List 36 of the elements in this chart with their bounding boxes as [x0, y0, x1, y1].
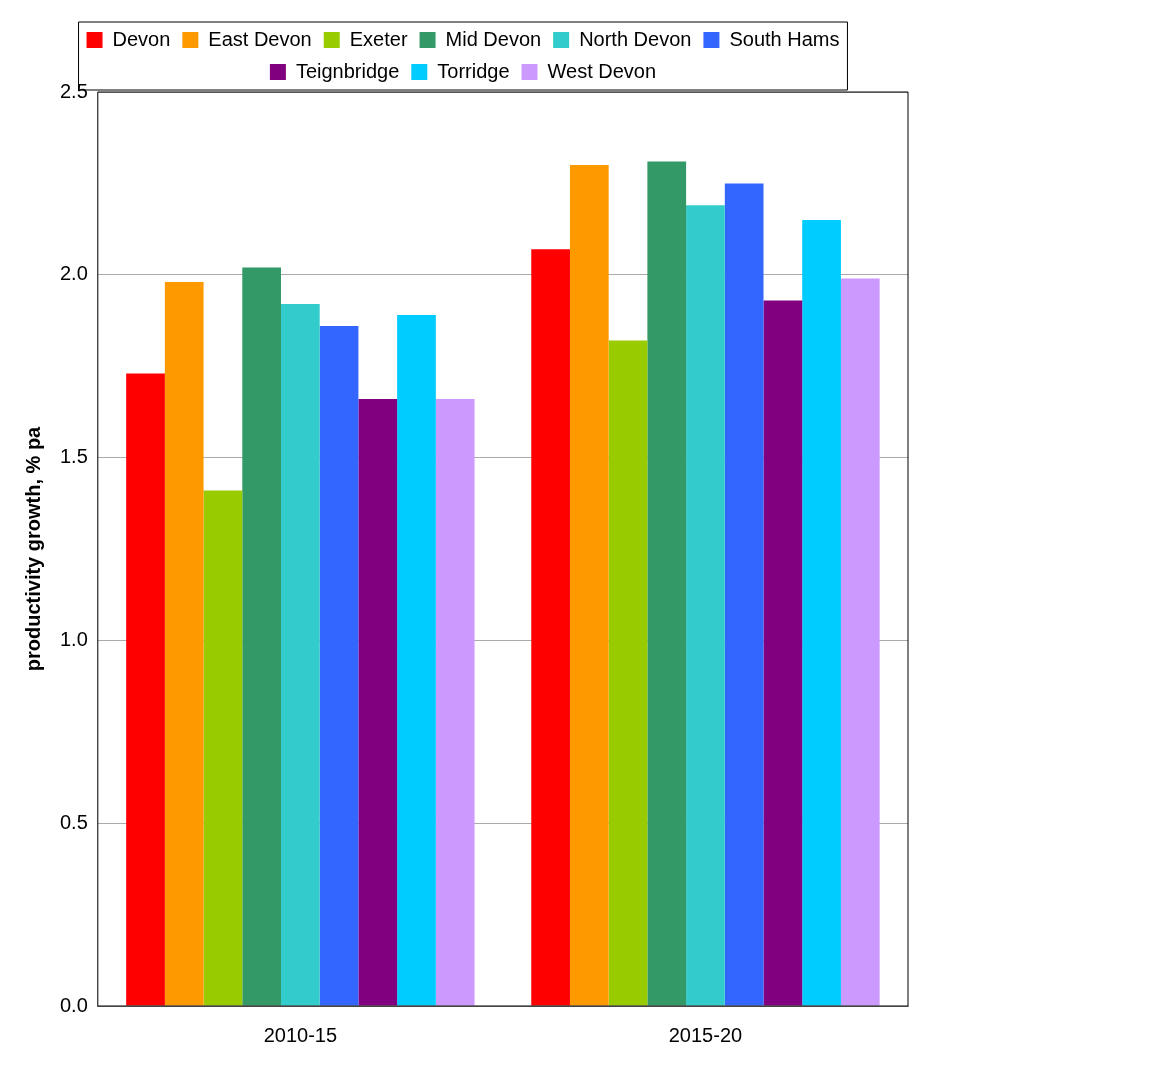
- bar: [608, 340, 648, 1006]
- bar: [569, 165, 609, 1006]
- bar: [647, 161, 687, 1006]
- y-tick-label: 2.0: [59, 262, 88, 285]
- bar: [840, 278, 880, 1006]
- legend-label: South Hams: [729, 27, 840, 50]
- y-tick-label: 0.0: [59, 993, 88, 1016]
- bar: [126, 373, 165, 1006]
- legend-label: Mid Devon: [445, 27, 542, 50]
- bar: [397, 315, 436, 1006]
- bar: [358, 399, 398, 1006]
- y-tick-label: 0.5: [59, 810, 88, 833]
- legend-label: Exeter: [349, 27, 408, 50]
- bar: [203, 490, 243, 1006]
- bar: [319, 325, 359, 1006]
- legend-label: Teignbridge: [295, 59, 400, 82]
- legend-label: West Devon: [547, 59, 657, 82]
- legend-label: East Devon: [208, 27, 312, 50]
- y-axis-title: productivity growth, % pa: [21, 425, 44, 672]
- legend-label: Devon: [112, 27, 171, 50]
- bar: [242, 267, 281, 1006]
- y-tick-label: 1.5: [59, 445, 88, 468]
- y-tick-label: 2.5: [59, 79, 88, 102]
- bar: [164, 282, 204, 1006]
- legend-label: North Devon: [579, 27, 692, 50]
- y-tick-label: 1.0: [59, 627, 88, 650]
- legend-label: Torridge: [437, 59, 510, 82]
- x-tick-label: 2015-20: [668, 1023, 743, 1046]
- bar: [763, 300, 803, 1006]
- bar: [802, 219, 841, 1006]
- bar: [531, 249, 570, 1006]
- bar: [281, 304, 320, 1006]
- x-tick-label: 2010-15: [263, 1023, 338, 1046]
- bar: [724, 183, 764, 1006]
- bar: [686, 205, 725, 1006]
- bar: [435, 399, 475, 1006]
